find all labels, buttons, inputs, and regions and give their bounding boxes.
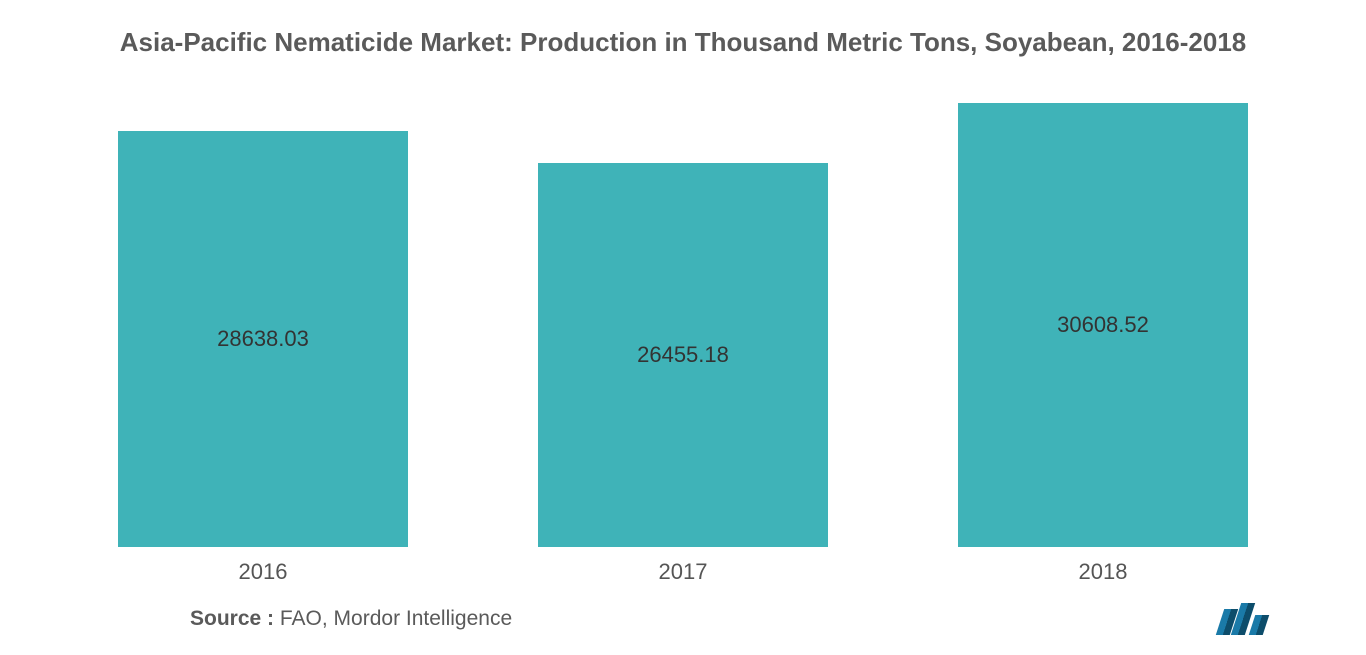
bar-value-2018: 30608.52 (1057, 312, 1149, 338)
bar-group-2017: 26455.18 2017 (538, 163, 828, 585)
bar-value-2016: 28638.03 (217, 326, 309, 352)
bar-group-2018: 30608.52 2018 (958, 103, 1248, 585)
source-value: FAO, Mordor Intelligence (280, 607, 512, 630)
bar-2018: 30608.52 (958, 103, 1248, 547)
bar-group-2016: 28638.03 2016 (118, 131, 408, 585)
bar-2016: 28638.03 (118, 131, 408, 547)
source-text: Source : FAO, Mordor Intelligence (190, 607, 512, 631)
chart-container: Asia-Pacific Nematicide Market: Producti… (0, 0, 1366, 655)
chart-title: Asia-Pacific Nematicide Market: Producti… (40, 25, 1326, 60)
bar-label-2016: 2016 (239, 559, 288, 585)
chart-plot-area: 28638.03 2016 26455.18 2017 30608.52 201… (40, 75, 1326, 585)
mordor-logo-icon (1220, 603, 1266, 635)
source-label: Source : (190, 607, 280, 630)
logo-bar-3 (1249, 615, 1269, 635)
bar-label-2018: 2018 (1079, 559, 1128, 585)
bar-2017: 26455.18 (538, 163, 828, 547)
footer-row: Source : FAO, Mordor Intelligence (40, 603, 1326, 635)
bar-label-2017: 2017 (659, 559, 708, 585)
bar-value-2017: 26455.18 (637, 342, 729, 368)
